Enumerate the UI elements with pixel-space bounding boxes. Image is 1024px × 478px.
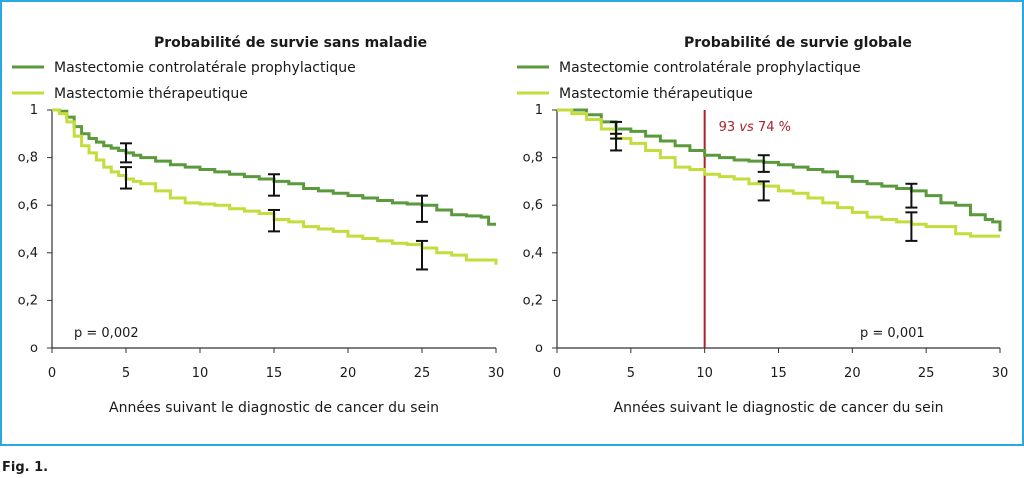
series-line-1 bbox=[52, 108, 498, 265]
y-tick-label: o,2 bbox=[18, 293, 38, 308]
y-tick-label: o,4 bbox=[18, 246, 38, 261]
x-tick-label: 15 bbox=[266, 366, 283, 381]
x-tick-label: 0 bbox=[553, 366, 561, 381]
charts-svg: Mastectomie controlatérale prophylactiqu… bbox=[12, 60, 1008, 416]
chart-title-right: Probabilité de survie globale bbox=[684, 35, 912, 51]
x-tick-label: 10 bbox=[192, 366, 209, 381]
y-tick-label: o,8 bbox=[523, 151, 543, 166]
chart-panel-0: Mastectomie controlatérale prophylactiqu… bbox=[12, 60, 504, 416]
y-tick-label: 1 bbox=[30, 103, 38, 118]
x-tick-label: 25 bbox=[414, 366, 431, 381]
x-tick-label: 20 bbox=[340, 366, 357, 381]
legend-label: Mastectomie thérapeutique bbox=[559, 86, 753, 102]
y-tick-label: o,4 bbox=[523, 246, 543, 261]
x-tick-label: 30 bbox=[992, 366, 1009, 381]
legend-label: Mastectomie thérapeutique bbox=[54, 86, 248, 102]
x-tick-label: 10 bbox=[696, 366, 713, 381]
x-tick-label: 25 bbox=[918, 366, 935, 381]
y-tick-label: o bbox=[30, 341, 38, 356]
series-line-0 bbox=[557, 108, 1002, 232]
x-tick-label: 5 bbox=[122, 366, 130, 381]
x-tick-label: 30 bbox=[488, 366, 505, 381]
figure-caption: Fig. 1. bbox=[2, 460, 49, 475]
y-tick-label: o,2 bbox=[523, 293, 543, 308]
chart-panel-1: Mastectomie controlatérale prophylactiqu… bbox=[517, 60, 1008, 416]
x-tick-label: 0 bbox=[48, 366, 56, 381]
vline-label: 93 vs 74 % bbox=[719, 120, 791, 135]
x-tick-label: 5 bbox=[627, 366, 635, 381]
x-axis-label: Années suivant le diagnostic de cancer d… bbox=[109, 400, 439, 416]
series-line-0 bbox=[52, 108, 496, 226]
y-tick-label: 1 bbox=[535, 103, 543, 118]
y-tick-label: o,8 bbox=[18, 151, 38, 166]
y-tick-label: o,6 bbox=[523, 198, 543, 213]
legend-label: Mastectomie controlatérale prophylactiqu… bbox=[559, 60, 861, 76]
p-value: p = 0,001 bbox=[860, 326, 925, 341]
x-tick-label: 20 bbox=[844, 366, 861, 381]
figure-frame: Probabilité de survie sans maladie Proba… bbox=[0, 0, 1024, 446]
x-tick-label: 15 bbox=[770, 366, 787, 381]
x-axis-label: Années suivant le diagnostic de cancer d… bbox=[614, 400, 944, 416]
y-tick-label: o bbox=[535, 341, 543, 356]
p-value: p = 0,002 bbox=[74, 326, 139, 341]
legend-label: Mastectomie controlatérale prophylactiqu… bbox=[54, 60, 356, 76]
y-tick-label: o,6 bbox=[18, 198, 38, 213]
chart-title-left: Probabilité de survie sans maladie bbox=[154, 35, 428, 51]
